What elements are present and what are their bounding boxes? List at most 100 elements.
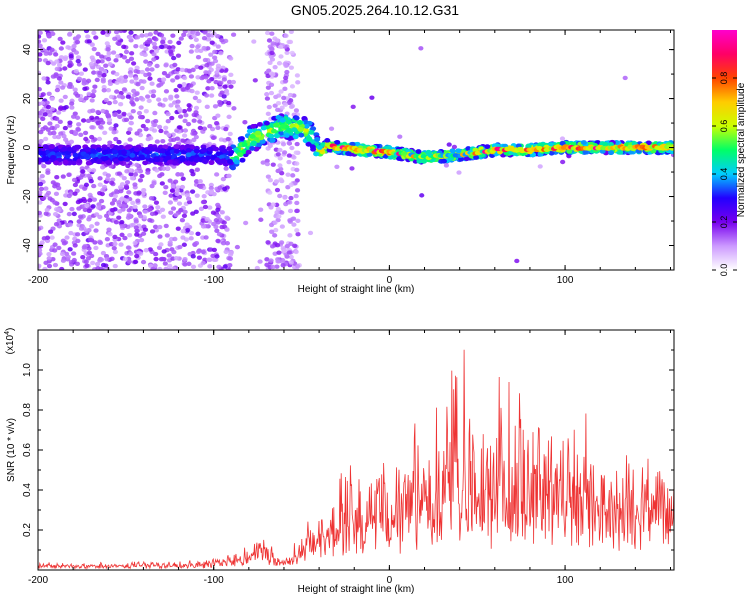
- heatmap-point: [224, 227, 230, 232]
- heatmap-point: [118, 242, 124, 247]
- heatmap-point: [89, 224, 95, 229]
- heatmap-point: [181, 32, 187, 38]
- heatmap-point: [204, 63, 210, 68]
- heatmap-point: [324, 137, 331, 143]
- heatmap-point: [421, 158, 428, 164]
- heatmap-point: [215, 34, 221, 39]
- heatmap-point: [112, 249, 119, 255]
- heatmap-point: [56, 110, 62, 115]
- x-tick-label: 100: [557, 275, 574, 286]
- snr-series-line: [38, 349, 674, 570]
- heatmap-point: [101, 84, 107, 90]
- heatmap-point: [278, 177, 284, 182]
- heatmap-point: [49, 125, 55, 131]
- heatmap-point: [169, 188, 176, 193]
- heatmap-point: [61, 146, 68, 152]
- heatmap-point: [112, 36, 118, 41]
- heatmap-point: [97, 258, 103, 263]
- heatmap-point: [293, 249, 299, 255]
- heatmap-point: [93, 228, 99, 233]
- heatmap-point: [201, 194, 207, 199]
- heatmap-point: [260, 125, 267, 131]
- heatmap-point: [158, 33, 165, 38]
- heatmap-point: [195, 31, 201, 37]
- heatmap-point: [69, 206, 75, 212]
- heatmap-point: [306, 136, 313, 142]
- heatmap-point: [268, 133, 275, 139]
- heatmap-point: [52, 184, 58, 189]
- heatmap-point: [143, 126, 149, 132]
- heatmap-point: [350, 104, 356, 110]
- heatmap-point: [194, 193, 200, 198]
- heatmap-point: [269, 137, 276, 143]
- heatmap-point: [75, 144, 82, 150]
- heatmap-point: [99, 67, 105, 72]
- heatmap-point: [141, 79, 147, 84]
- heatmap-point: [58, 131, 64, 136]
- heatmap-point: [66, 193, 72, 199]
- heatmap-point: [117, 185, 124, 190]
- heatmap-point: [153, 30, 159, 35]
- heatmap-point: [283, 75, 289, 81]
- heatmap-point: [182, 209, 188, 215]
- heatmap-point: [146, 62, 153, 67]
- heatmap-point: [47, 121, 53, 126]
- heatmap-point: [443, 163, 450, 168]
- heatmap-point: [228, 84, 234, 89]
- heatmap-point: [104, 159, 111, 165]
- heatmap-point: [287, 92, 293, 98]
- heatmap-point: [174, 136, 181, 141]
- heatmap-point: [135, 198, 141, 203]
- heatmap-point: [182, 257, 188, 262]
- heatmap-point: [127, 137, 133, 142]
- heatmap-point: [201, 45, 207, 51]
- heatmap-point: [168, 103, 174, 108]
- heatmap-point: [282, 86, 288, 92]
- heatmap-point: [176, 106, 182, 111]
- heatmap-point: [76, 158, 83, 164]
- heatmap-point: [116, 139, 122, 145]
- heatmap-point: [151, 41, 157, 47]
- heatmap-point: [582, 149, 589, 155]
- heatmap-point: [161, 166, 167, 171]
- y-tick-label: 0.2: [22, 523, 33, 537]
- heatmap-point: [190, 171, 196, 177]
- heatmap-point: [176, 40, 182, 46]
- heatmap-point: [268, 90, 275, 96]
- heatmap-point: [197, 125, 203, 131]
- heatmap-point: [98, 198, 105, 204]
- heatmap-point: [270, 162, 276, 167]
- heatmap-point: [71, 44, 77, 49]
- heatmap-point: [285, 172, 291, 177]
- heatmap-point: [215, 238, 221, 244]
- heatmap-point: [56, 245, 62, 251]
- heatmap-point: [100, 205, 106, 210]
- heatmap-point: [349, 166, 355, 171]
- heatmap-point: [171, 266, 177, 270]
- heatmap-point: [72, 191, 78, 196]
- heatmap-point: [131, 61, 137, 66]
- bottom-x-axis: -200 -100 0 100: [28, 330, 671, 586]
- heatmap-point: [180, 138, 186, 143]
- heatmap-point: [547, 142, 554, 148]
- heatmap-point: [559, 136, 566, 141]
- heatmap-point: [265, 73, 271, 79]
- heatmap-point: [285, 119, 292, 125]
- heatmap-point: [208, 190, 214, 195]
- heatmap-point: [288, 104, 295, 110]
- heatmap-point: [38, 263, 42, 269]
- heatmap-point: [215, 44, 221, 49]
- heatmap-point: [182, 128, 189, 133]
- heatmap-point: [221, 77, 227, 82]
- heatmap-point: [175, 67, 181, 72]
- heatmap-point: [86, 78, 92, 84]
- heatmap-point: [180, 87, 186, 92]
- heatmap-point: [215, 151, 222, 157]
- heatmap-point: [284, 69, 290, 75]
- heatmap-point: [294, 141, 300, 147]
- heatmap-point: [128, 56, 135, 62]
- heatmap-point: [272, 103, 278, 108]
- heatmap-point: [193, 148, 200, 154]
- heatmap-point: [241, 142, 248, 147]
- heatmap-point: [274, 210, 280, 215]
